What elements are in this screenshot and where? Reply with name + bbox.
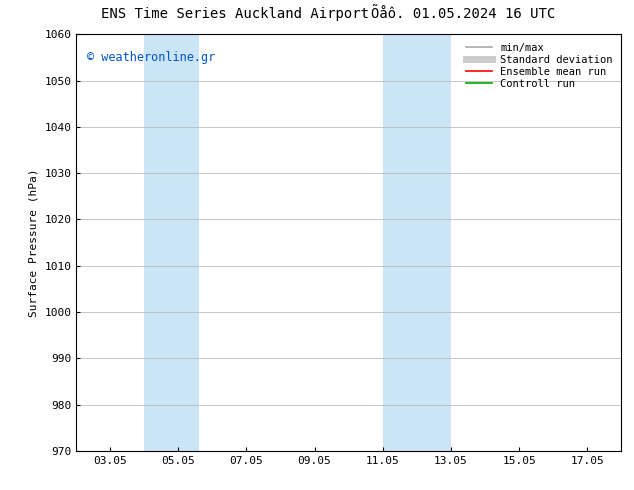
Bar <box>144 34 198 451</box>
Text: Õåô. 01.05.2024 16 UTC: Õåô. 01.05.2024 16 UTC <box>371 7 555 22</box>
Bar <box>383 34 451 451</box>
Y-axis label: Surface Pressure (hPa): Surface Pressure (hPa) <box>29 168 39 317</box>
Text: © weatheronline.gr: © weatheronline.gr <box>87 51 215 64</box>
Text: ENS Time Series Auckland Airport: ENS Time Series Auckland Airport <box>101 7 368 22</box>
Legend: min/max, Standard deviation, Ensemble mean run, Controll run: min/max, Standard deviation, Ensemble me… <box>463 40 616 92</box>
